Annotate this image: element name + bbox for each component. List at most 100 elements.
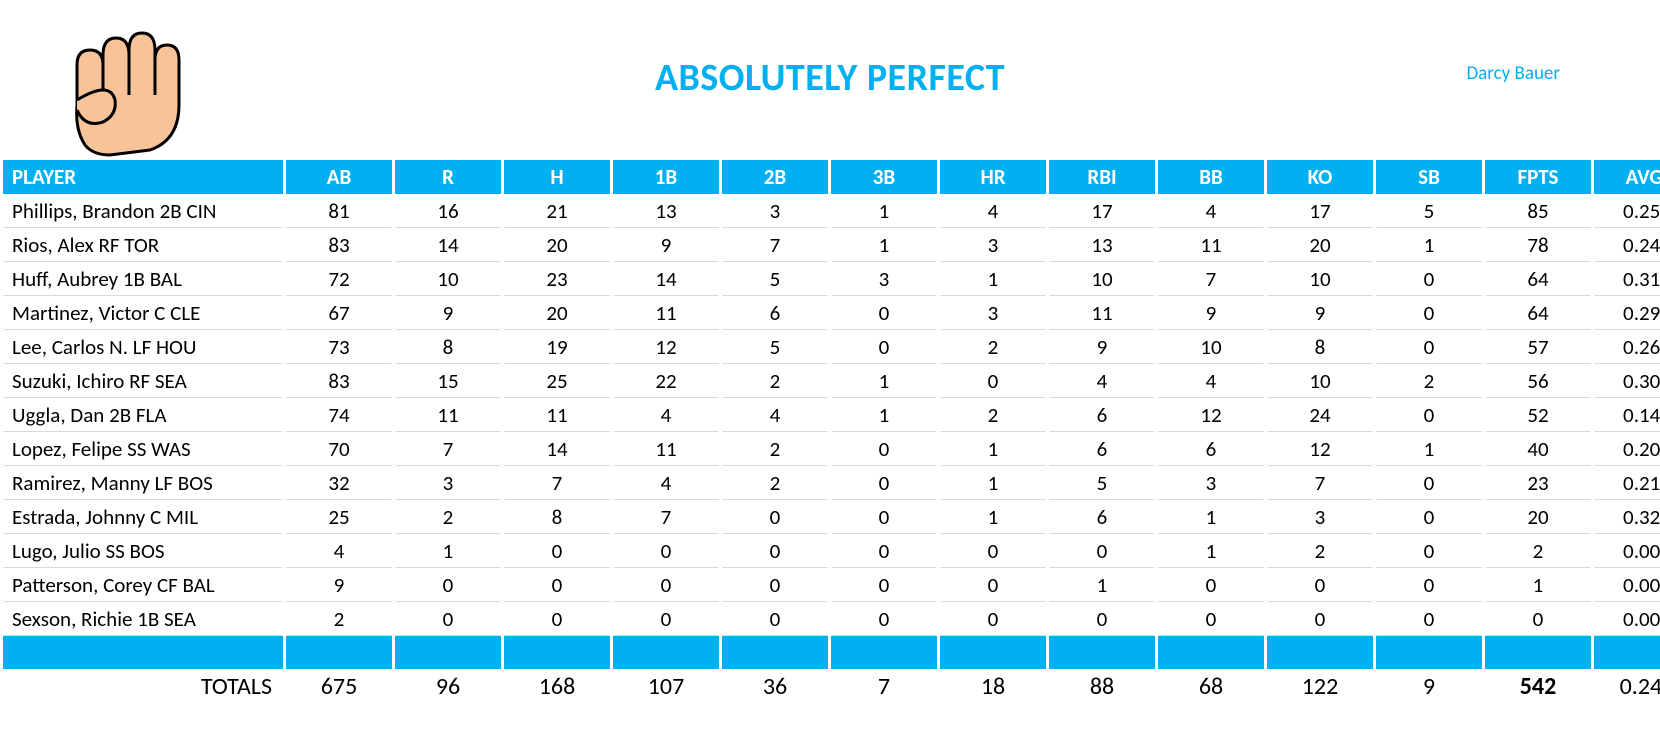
stat-cell: 0 [831,602,937,636]
stat-cell: 78 [1485,228,1591,262]
stat-cell: 0 [1376,500,1482,534]
stat-cell: 0 [1267,568,1373,602]
table-row: Rios, Alex RF TOR83142097131311201780.24… [3,228,1660,262]
separator-cell [613,636,719,669]
stat-cell: 12 [613,330,719,364]
player-cell: Rios, Alex RF TOR [3,228,283,262]
table-header: PLAYER AB R H 1B 2B 3B HR RBI BB KO SB F… [3,160,1660,194]
player-cell: Sexson, Richie 1B SEA [3,602,283,636]
separator-cell [3,636,283,669]
stat-cell: 13 [1049,228,1155,262]
stat-cell: 56 [1485,364,1591,398]
table-row: Martinez, Victor C CLE679201160311990640… [3,296,1660,330]
stat-cell: 5 [722,330,828,364]
totals-cell: 107 [613,669,719,704]
table-row: Patterson, Corey CF BAL9000000100010.000 [3,568,1660,602]
stat-cell: 5 [722,262,828,296]
stat-cell: 11 [395,398,501,432]
table-row: Phillips, Brandon 2B CIN8116211331417417… [3,194,1660,228]
separator-cell [831,636,937,669]
col-2b: 2B [722,160,828,194]
stat-cell: 10 [1158,330,1264,364]
stat-cell: 0 [831,500,937,534]
stat-cell: 74 [286,398,392,432]
stat-cell: 15 [395,364,501,398]
stat-cell: 20 [504,228,610,262]
stat-cell: 64 [1485,262,1591,296]
player-cell: Huff, Aubrey 1B BAL [3,262,283,296]
separator-cell [1049,636,1155,669]
col-bb: BB [1158,160,1264,194]
stat-cell: 0 [940,364,1046,398]
stat-cell: 5 [1376,194,1482,228]
stat-cell: 4 [613,466,719,500]
stat-cell: 4 [613,398,719,432]
stat-cell: 0 [722,534,828,568]
separator-cell [1485,636,1591,669]
stat-cell: 4 [940,194,1046,228]
stat-cell: 0 [395,568,501,602]
stat-cell: 6 [1049,398,1155,432]
stat-cell: 0 [940,602,1046,636]
stat-cell: 13 [613,194,719,228]
stat-cell: 20 [504,296,610,330]
stat-cell: 3 [831,262,937,296]
stat-cell: 57 [1485,330,1591,364]
stat-cell: 0.219 [1594,466,1660,500]
stat-cell: 2 [286,602,392,636]
stat-cell: 22 [613,364,719,398]
stat-cell: 0 [940,568,1046,602]
stat-cell: 3 [1267,500,1373,534]
table-row: Ramirez, Manny LF BOS323742015370230.219 [3,466,1660,500]
author-name: Darcy Bauer [1466,62,1560,85]
stat-cell: 8 [1267,330,1373,364]
table-row: Suzuki, Ichiro RF SEA8315252221044102560… [3,364,1660,398]
col-h: H [504,160,610,194]
totals-cell: 9 [1376,669,1482,704]
stat-cell: 14 [504,432,610,466]
stat-cell: 11 [1158,228,1264,262]
stat-cell: 8 [395,330,501,364]
stat-cell: 4 [286,534,392,568]
col-ko: KO [1267,160,1373,194]
stat-cell: 0.301 [1594,364,1660,398]
stat-cell: 0 [1376,602,1482,636]
totals-cell: 542 [1485,669,1591,704]
totals-cell: 168 [504,669,610,704]
stat-cell: 1 [940,500,1046,534]
stat-cell: 0 [1376,296,1482,330]
stat-cell: 0 [940,534,1046,568]
table-body: Phillips, Brandon 2B CIN8116211331417417… [3,194,1660,704]
stat-cell: 0 [1376,398,1482,432]
stat-cell: 0 [722,500,828,534]
stat-cell: 9 [613,228,719,262]
stat-cell: 83 [286,364,392,398]
stat-cell: 0 [1376,534,1482,568]
stat-cell: 0 [722,568,828,602]
col-1b: 1B [613,160,719,194]
stat-cell: 1 [1376,432,1482,466]
stat-cell: 7 [1267,466,1373,500]
stat-cell: 0 [504,602,610,636]
separator-cell [1376,636,1482,669]
stat-cell: 0.200 [1594,432,1660,466]
col-avg: AVG. [1594,160,1660,194]
stat-cell: 23 [1485,466,1591,500]
separator-cell [1158,636,1264,669]
stat-cell: 0 [613,568,719,602]
stat-cell: 83 [286,228,392,262]
stat-cell: 16 [395,194,501,228]
stat-cell: 0 [831,432,937,466]
stat-cell: 2 [395,500,501,534]
stat-cell: 9 [1049,330,1155,364]
separator-cell [504,636,610,669]
stat-cell: 2 [1376,364,1482,398]
stat-cell: 21 [504,194,610,228]
stat-cell: 6 [1158,432,1264,466]
totals-cell: 36 [722,669,828,704]
stat-cell: 1 [1158,534,1264,568]
stat-cell: 19 [504,330,610,364]
stat-cell: 0 [613,602,719,636]
col-hr: HR [940,160,1046,194]
player-cell: Lopez, Felipe SS WAS [3,432,283,466]
